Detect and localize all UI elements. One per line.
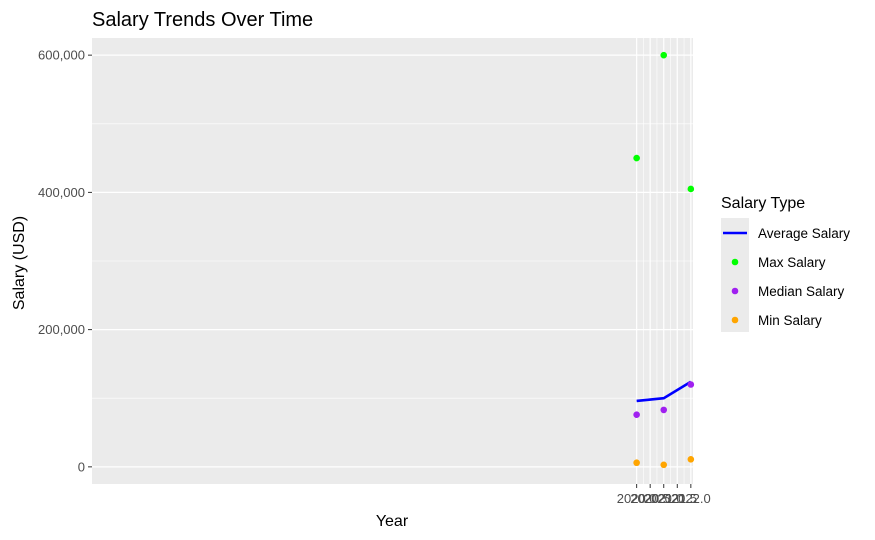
max-salary-point [633,154,640,162]
y-axis-title: Salary (USD) [11,216,28,310]
legend-items: Average Salary Max Salary Median Salary Min… [723,226,850,328]
min-salary-point [633,459,640,467]
legend-key-min-salary [731,316,739,324]
x-tick-label: 2021.5 [657,491,697,506]
legend-label-min-salary: Min Salary [758,313,822,328]
min-salary-point [660,461,668,469]
x-tick-label: 2020.5 [630,491,670,506]
y-tick-label: 400,000 [38,185,85,200]
y-tick-label: 200,000 [38,322,85,337]
average-salary-line [636,380,692,403]
chart-title: Salary Trends Over Time [92,9,313,31]
x-tick-label: 2022.0 [671,491,711,506]
legend-key-background [721,218,749,332]
x-tick-label: 2020.0 [617,491,657,506]
legend-key-median-salary [731,287,739,295]
legend-label-median-salary: Median Salary [758,284,845,299]
legend-label-average-salary: Average Salary [758,226,850,241]
max-salary-point [660,51,668,59]
y-tick-label: 0 [78,459,85,474]
median-salary-point [660,406,668,414]
x-axis-title: Year [376,513,409,530]
x-tick-label: 2021.0 [644,491,684,506]
y-tick-label: 600,000 [38,48,85,63]
y-tick-labels: 0 200,000 400,000 600,000 [38,48,85,475]
legend-label-max-salary: Max Salary [758,255,826,270]
legend: Salary Type Average Salary Max Salary Medi… [721,195,850,332]
max-salary-point [687,185,695,193]
grid-minor [92,38,693,484]
legend-key-max-salary [731,258,739,266]
median-salary-point [687,381,695,388]
min-salary-point [687,455,695,463]
series-layer [633,51,695,469]
axis-ticks [88,54,692,488]
legend-title: Salary Type [721,195,805,212]
median-salary-point [633,411,640,418]
